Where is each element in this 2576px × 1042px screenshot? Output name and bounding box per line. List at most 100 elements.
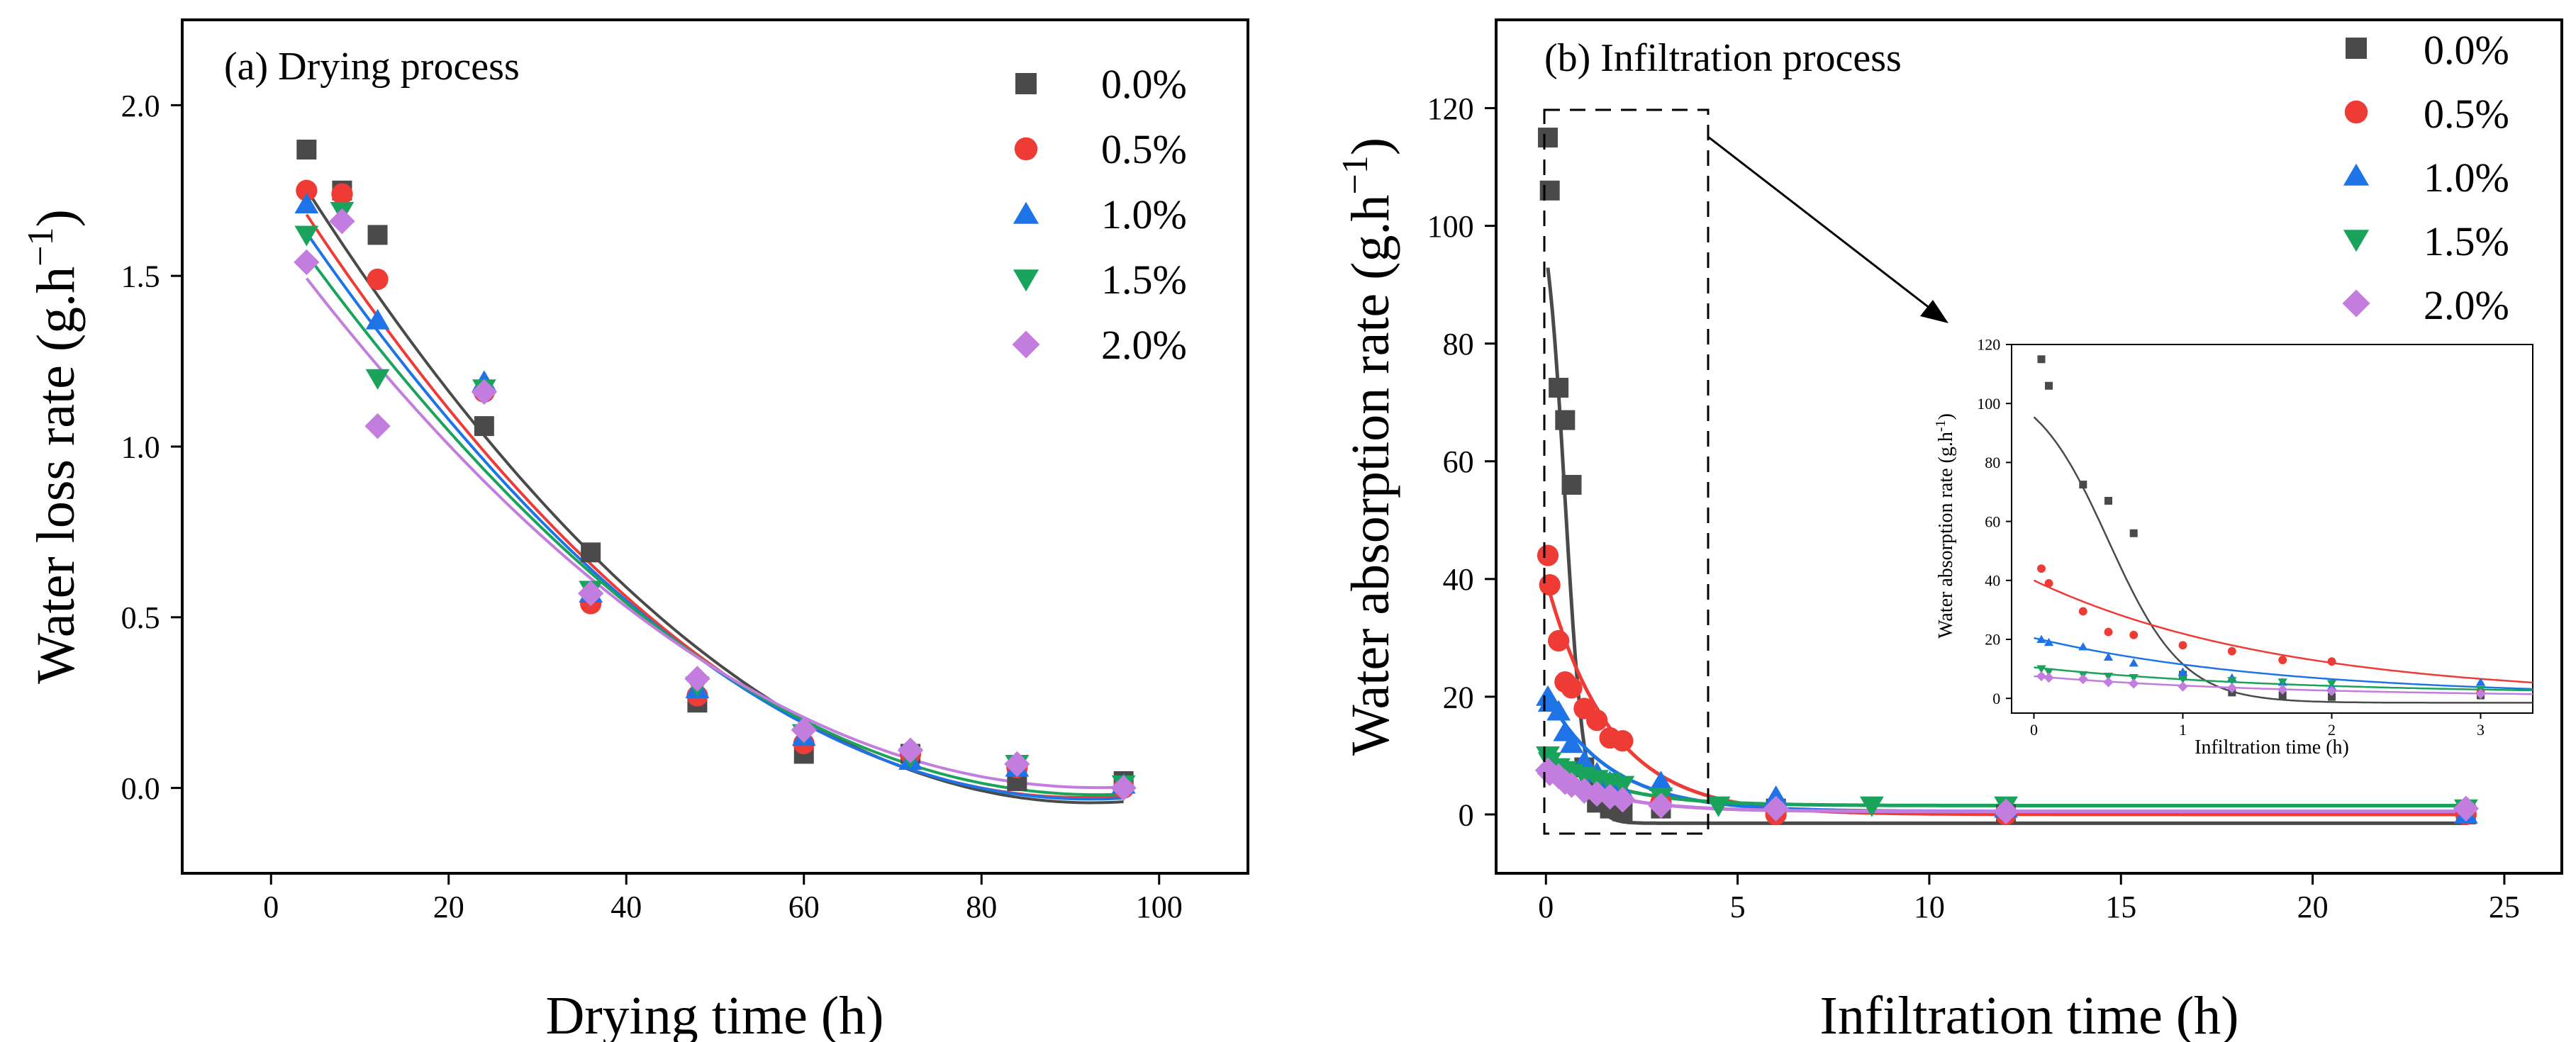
y-tick-label: 100 bbox=[1977, 395, 2000, 413]
x-tick-label: 0 bbox=[263, 890, 279, 924]
inset-ticks: 0 1 2 3 0 20 40 60 80 100 120 bbox=[1977, 336, 2485, 739]
data-point-0.5% bbox=[1537, 544, 1559, 566]
y-tick-label: 120 bbox=[1427, 91, 1474, 126]
data-point-2.0% bbox=[1648, 792, 1674, 819]
legend-marker-0.5% bbox=[1014, 137, 1038, 161]
inset-data-point-2.0% bbox=[2078, 674, 2088, 685]
data-point-0.5% bbox=[1539, 574, 1561, 596]
legend-marker-1.0% bbox=[2343, 163, 2370, 186]
panel-a-legend-markers bbox=[1012, 73, 1040, 359]
zoom-arrow-line bbox=[1707, 135, 1940, 317]
zoom-region-box bbox=[1543, 108, 1710, 835]
inset-y-axis-label: Water absorption rate (g.h-1) bbox=[1933, 413, 1957, 639]
data-point-2.0% bbox=[791, 717, 817, 743]
data-point-2.0% bbox=[1763, 795, 1789, 822]
inset-y-label-sup: -1 bbox=[1933, 420, 1948, 432]
inset-data-point-1.0% bbox=[2078, 642, 2088, 651]
inset-data-point-0.0% bbox=[2037, 355, 2046, 364]
y-tick-label: 1.5 bbox=[121, 259, 160, 294]
panel-a-y-label-main: Water loss rate (g.h bbox=[26, 267, 86, 684]
data-point-1.0% bbox=[294, 192, 319, 213]
data-point-0.0% bbox=[367, 225, 388, 245]
inset-fit-curve-1.0% bbox=[2034, 637, 2533, 690]
inset-data-point-1.5% bbox=[2277, 678, 2287, 687]
x-tick-label: 0 bbox=[1538, 890, 1554, 924]
inset-data-point-2.0% bbox=[2129, 678, 2139, 689]
legend-label-1: 0.5% bbox=[2424, 91, 2509, 137]
legend-label-2: 1.0% bbox=[2424, 155, 2509, 201]
data-point-0.5% bbox=[1586, 709, 1608, 732]
inset-data-point-0.0% bbox=[2045, 381, 2053, 390]
panel-a-data-points bbox=[294, 140, 1137, 801]
inset-data-point-0.0% bbox=[2104, 496, 2112, 505]
panel-a-legend: 0.0% 0.5% 1.0% 1.5% 2.0% bbox=[1012, 61, 1187, 368]
inset-data-point-1.0% bbox=[2036, 634, 2046, 644]
data-point-0.0% bbox=[474, 416, 494, 437]
x-tick-label: 60 bbox=[788, 890, 820, 924]
panel-a-plot-frame bbox=[181, 18, 1249, 875]
x-tick-label: 100 bbox=[1136, 890, 1183, 924]
y-tick-label: 2.0 bbox=[121, 89, 160, 123]
data-point-1.0% bbox=[1763, 785, 1788, 806]
inset-data-point-2.0% bbox=[2326, 685, 2337, 696]
data-point-0.5% bbox=[1548, 629, 1570, 652]
inset-data-point-2.0% bbox=[2475, 688, 2486, 700]
legend-label-4: 2.0% bbox=[2424, 282, 2509, 328]
panel-b-legend: 0.0% 0.5% 1.0% 1.5% 2.0% bbox=[2342, 27, 2509, 328]
data-point-2.0% bbox=[2453, 795, 2480, 822]
legend-marker-1.5% bbox=[2343, 230, 2370, 252]
inset-data-point-1.5% bbox=[2227, 677, 2237, 685]
inset-data-point-2.0% bbox=[2178, 681, 2188, 692]
y-tick-label: 100 bbox=[1427, 209, 1474, 244]
panel-a-y-axis-label: Water loss rate (g.h−1) bbox=[21, 209, 86, 684]
panel-b-y-label-sup: −1 bbox=[1335, 155, 1376, 194]
y-tick-label: 0 bbox=[1992, 690, 2000, 707]
data-point-0.0% bbox=[1561, 474, 1582, 495]
panel-b-title: (b) Infiltration process bbox=[1544, 36, 1902, 80]
inset-data-point-2.0% bbox=[2036, 671, 2047, 682]
x-tick-label: 25 bbox=[2489, 890, 2520, 924]
fit-curve-1.5% bbox=[305, 253, 1124, 797]
inset-data-point-0.5% bbox=[2327, 657, 2336, 666]
inset-x-axis-label: Infiltration time (h) bbox=[2195, 736, 2349, 758]
data-point-1.5% bbox=[294, 225, 319, 247]
inset-data-point-1.0% bbox=[2043, 637, 2054, 646]
fit-curve-2.0% bbox=[305, 277, 1124, 790]
x-tick-label: 80 bbox=[966, 890, 997, 924]
inset-y-label-main: Water absorption rate (g.h bbox=[1935, 432, 1957, 639]
legend-marker-2.0% bbox=[2342, 289, 2370, 318]
panel-b-y-label-close: ) bbox=[1341, 138, 1400, 155]
data-point-1.0% bbox=[1649, 771, 1673, 792]
x-tick-label: 20 bbox=[2297, 890, 2329, 924]
panel-a-ticks: 0 20 40 60 80 100 0.0 0.5 1.0 1.5 2.0 bbox=[121, 89, 1183, 924]
panel-a-x-axis-label: Drying time (h) bbox=[545, 986, 883, 1042]
data-point-1.5% bbox=[1706, 796, 1731, 817]
inset-data-point-1.5% bbox=[2129, 674, 2139, 683]
data-point-0.5% bbox=[296, 179, 318, 201]
data-point-0.5% bbox=[331, 183, 353, 205]
y-tick-label: 1.0 bbox=[121, 430, 160, 464]
panel-a-title: (a) Drying process bbox=[224, 45, 520, 89]
data-point-1.0% bbox=[1559, 732, 1584, 754]
data-point-2.0% bbox=[364, 413, 391, 439]
y-tick-label: 60 bbox=[1443, 444, 1474, 479]
data-point-0.5% bbox=[367, 268, 389, 291]
panel-a: 0 20 40 60 80 100 0.0 0.5 1.0 1.5 2.0 (a) Drying p… bbox=[21, 18, 1249, 1042]
inset-fit-curve-0.0% bbox=[2033, 416, 2533, 704]
x-tick-label: 2 bbox=[2328, 721, 2336, 739]
data-point-2.0% bbox=[1597, 783, 1623, 810]
fit-curve-0.5% bbox=[305, 213, 1124, 799]
y-tick-label: 20 bbox=[1985, 631, 2000, 649]
x-tick-label: 40 bbox=[610, 890, 642, 924]
inset-data-point-1.0% bbox=[2103, 652, 2114, 661]
data-point-2.0% bbox=[1004, 751, 1030, 778]
panel-b-legend-markers bbox=[2342, 38, 2370, 318]
inset-data-point-0.5% bbox=[2227, 646, 2236, 656]
panel-a-y-label-sup: −1 bbox=[21, 227, 61, 266]
legend-label-3: 1.5% bbox=[2424, 218, 2509, 264]
data-point-0.0% bbox=[581, 542, 601, 563]
legend-marker-0.0% bbox=[2346, 38, 2367, 59]
y-tick-label: 40 bbox=[1443, 562, 1474, 597]
panel-b-plot-frame bbox=[1495, 18, 2563, 875]
